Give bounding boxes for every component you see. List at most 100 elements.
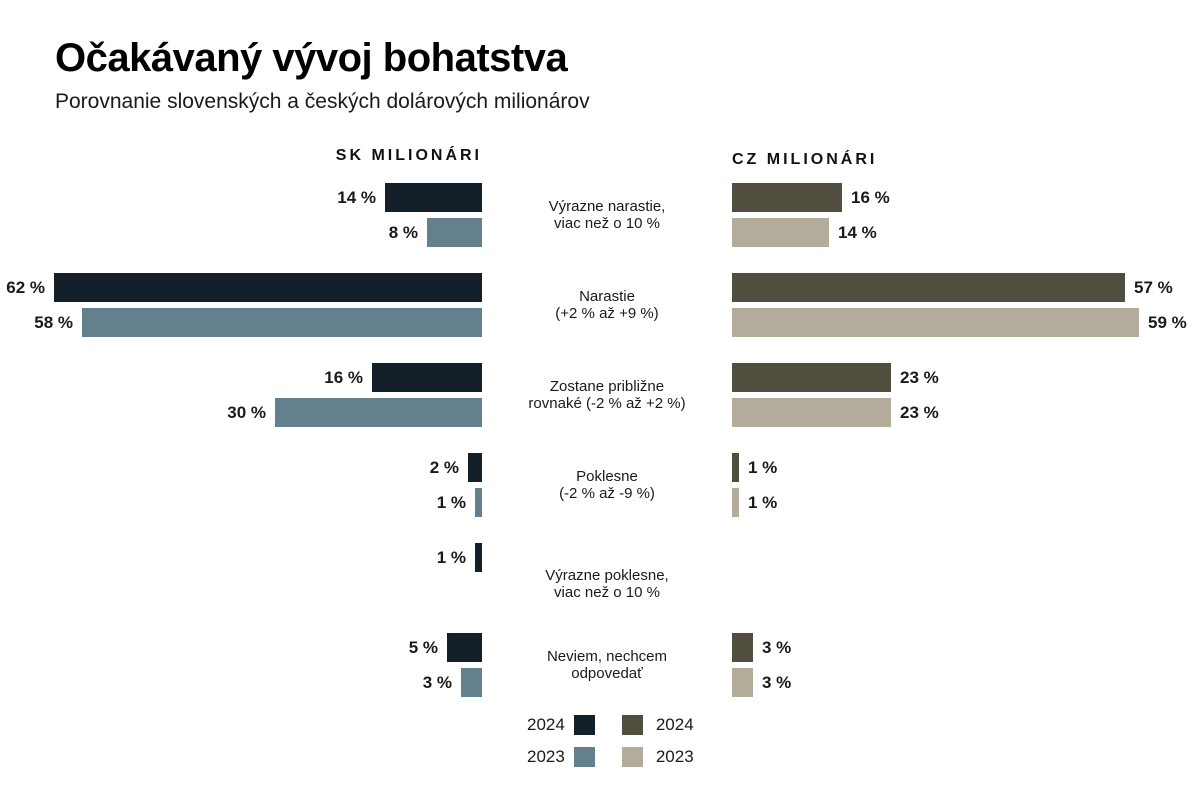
bar-sk-2024 <box>468 453 482 482</box>
category-label: Výrazne poklesne, viac než o 10 % <box>482 552 732 616</box>
cz-column-header: CZ MILIONÁRI <box>732 151 878 168</box>
chart-row: 5 % 3 % 3 % 3 % Neviem, nechcem odpovedať <box>0 633 1200 697</box>
category-label-line1: Výrazne poklesne, <box>545 567 669 584</box>
category-label: Zostane približne rovnaké (-2 % až +2 %) <box>482 363 732 427</box>
legend-sk-column: 2024 2023 <box>527 715 595 767</box>
bar-value-label: 59 % <box>1148 312 1187 332</box>
bar-value-label: 8 % <box>388 222 418 242</box>
bar-line: 58 % <box>0 308 482 337</box>
category-label-line1: Neviem, nechcem <box>546 648 668 665</box>
bar-value-label: 14 % <box>838 222 877 242</box>
bar-value-label: 1 % <box>748 492 778 512</box>
bar-cz-2024 <box>732 633 753 662</box>
bar-sk-2024 <box>372 363 482 392</box>
bar-cz-2024 <box>732 273 1125 302</box>
bar-line: 57 % <box>732 273 1200 302</box>
bar-line: 1 % <box>0 488 482 517</box>
legend-item-cz-2024: 2024 <box>621 715 694 735</box>
bar-line: 1 % <box>0 543 482 572</box>
bar-sk-2024 <box>385 183 482 212</box>
legend-swatch-cz-2024 <box>621 715 643 735</box>
category-label-line2: (-2 % až -9 %) <box>559 485 655 502</box>
bar-line: 62 % <box>0 273 482 302</box>
category-label-line1: Výrazne narastie, <box>548 198 666 215</box>
category-label: Výrazne narastie, viac než o 10 % <box>482 183 732 247</box>
bar-value-label: 3 % <box>422 672 452 692</box>
bar-line: 30 % <box>0 398 482 427</box>
bar-value-label: 57 % <box>1134 277 1173 297</box>
bar-value-label: 23 % <box>900 402 939 422</box>
bar-cz-2023 <box>732 308 1139 337</box>
chart-row: 2 % 1 % 1 % 1 % Poklesne (-2 % až -9 %) <box>0 453 1200 517</box>
bar-line: 2 % <box>0 453 482 482</box>
bar-line: 1 % <box>732 488 1200 517</box>
category-label-line2: viac než o 10 % <box>554 584 660 601</box>
bar-sk-2023 <box>475 488 482 517</box>
bar-line: 14 % <box>732 218 1200 247</box>
bar-value-label: 1 % <box>748 457 778 477</box>
legend-cz-column: 2024 2023 <box>621 715 694 767</box>
category-label-line2: rovnaké (-2 % až +2 %) <box>528 395 686 412</box>
category-label-line2: odpovedať <box>571 665 643 682</box>
bar-value-label: 62 % <box>6 277 45 297</box>
legend-label-cz-2023: 2023 <box>655 747 694 766</box>
legend-item-sk-2023: 2023 <box>527 747 595 767</box>
category-label: Poklesne (-2 % až -9 %) <box>482 453 732 517</box>
category-label: Neviem, nechcem odpovedať <box>482 633 732 697</box>
category-label-line1: Narastie <box>579 288 635 305</box>
page-subtitle: Porovnanie slovenských a českých dolárov… <box>55 90 590 113</box>
bar-sk-2023 <box>427 218 482 247</box>
bar-line: 3 % <box>732 668 1200 697</box>
legend-label-cz-2024: 2024 <box>655 715 694 734</box>
bar-value-label: 1 % <box>436 492 466 512</box>
bar-value-label: 14 % <box>337 187 376 207</box>
legend-label-sk-2023: 2023 <box>527 747 565 766</box>
category-label-line1: Zostane približne <box>549 378 665 395</box>
bar-sk-2024 <box>447 633 482 662</box>
bar-sk-2024 <box>475 543 482 572</box>
bar-value-label: 30 % <box>227 402 266 422</box>
bar-line: 23 % <box>732 398 1200 427</box>
bar-line: 8 % <box>0 218 482 247</box>
category-label: Narastie (+2 % až +9 %) <box>482 273 732 337</box>
bar-line: 1 % <box>732 453 1200 482</box>
bar-cz-2024 <box>732 183 842 212</box>
legend: 2024 2023 2024 2023 <box>527 715 694 767</box>
chart-row: 1 % Výrazne poklesne, viac než o 10 % <box>0 543 1200 607</box>
chart-row: 14 % 8 % 16 % 14 % Výrazne narastie, viac než… <box>0 183 1200 247</box>
bar-line: 14 % <box>0 183 482 212</box>
bar-sk-2023 <box>82 308 482 337</box>
bar-value-label: 23 % <box>900 367 939 387</box>
sk-column-header: SK MILIONÁRI <box>335 147 482 164</box>
bar-line: 23 % <box>732 363 1200 392</box>
bar-line: 16 % <box>732 183 1200 212</box>
bar-cz-2023 <box>732 488 739 517</box>
bar-value-label: 16 % <box>851 187 890 207</box>
bar-sk-2024 <box>54 273 482 302</box>
legend-swatch-sk-2023 <box>573 747 595 767</box>
category-label-line2: viac než o 10 % <box>554 215 660 232</box>
bar-value-label: 58 % <box>34 312 73 332</box>
chart-row: 16 % 30 % 23 % 23 % Zostane približne rovnaké… <box>0 363 1200 427</box>
bar-value-label: 16 % <box>324 367 363 387</box>
legend-label-sk-2024: 2024 <box>527 715 565 734</box>
bar-value-label: 3 % <box>762 637 792 657</box>
chart-row: 62 % 58 % 57 % 59 % Narastie (+2 % až +9 %) <box>0 273 1200 337</box>
legend-swatch-cz-2023 <box>621 747 643 767</box>
bar-cz-2024 <box>732 453 739 482</box>
bar-cz-2023 <box>732 668 753 697</box>
bar-line: 3 % <box>732 633 1200 662</box>
bar-sk-2023 <box>461 668 482 697</box>
bar-value-label: 3 % <box>762 672 792 692</box>
bar-line: 59 % <box>732 308 1200 337</box>
legend-swatch-sk-2024 <box>573 715 595 735</box>
bar-line: 16 % <box>0 363 482 392</box>
bar-cz-2023 <box>732 218 829 247</box>
bar-value-label: 1 % <box>436 547 466 567</box>
bar-line: 3 % <box>0 668 482 697</box>
bar-sk-2023 <box>275 398 482 427</box>
legend-item-cz-2023: 2023 <box>621 747 694 767</box>
category-label-line1: Poklesne <box>576 468 638 485</box>
bar-value-label: 5 % <box>408 637 438 657</box>
legend-item-sk-2024: 2024 <box>527 715 595 735</box>
